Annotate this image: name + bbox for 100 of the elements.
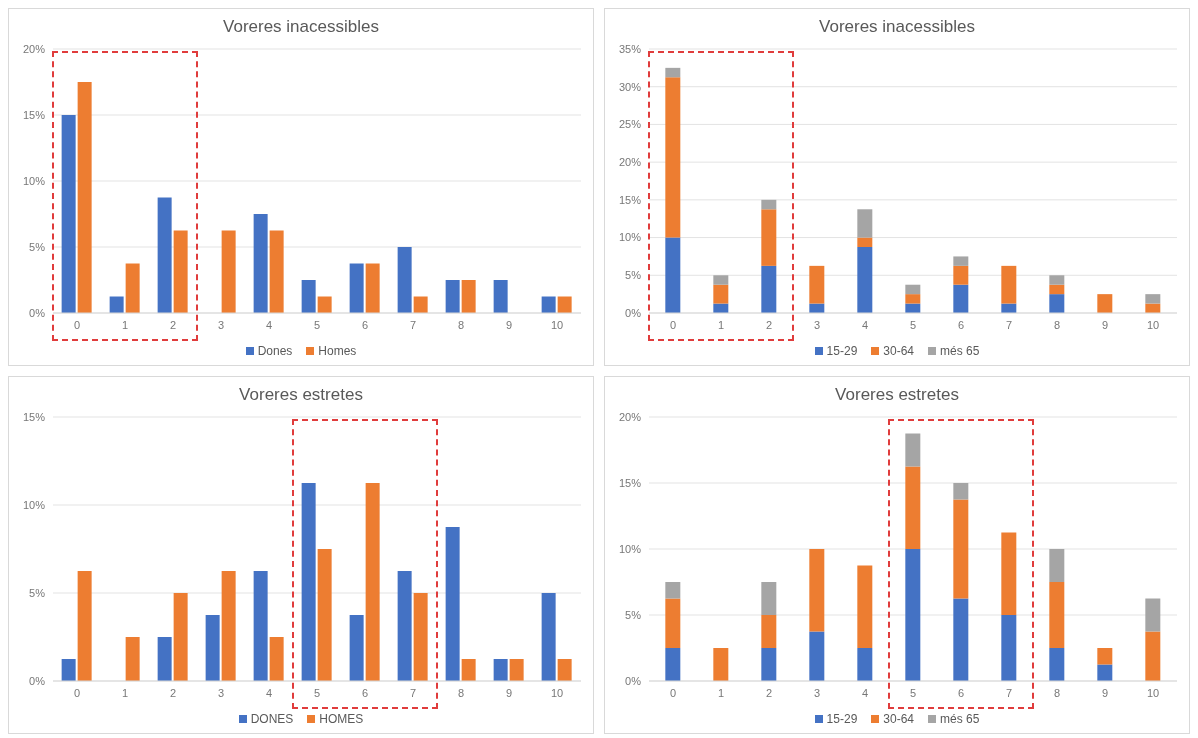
y-tick-label: 20% [22, 42, 46, 55]
bar [905, 466, 921, 549]
x-tick-label: 0 [669, 686, 677, 699]
bar [905, 549, 921, 681]
bar [125, 637, 140, 681]
legend-label: més 65 [939, 344, 980, 358]
y-tick-label: 15% [22, 410, 46, 423]
x-tick-label: 1 [121, 318, 129, 331]
bar [493, 280, 508, 313]
bar [413, 593, 428, 681]
bar [665, 67, 681, 78]
bar [953, 265, 969, 285]
bar [905, 433, 921, 467]
x-tick-label: 3 [813, 318, 821, 331]
legend-label: Homes [317, 344, 357, 358]
x-tick-label: 9 [1101, 686, 1109, 699]
bar [365, 263, 380, 313]
bar [221, 230, 236, 313]
bar [809, 265, 825, 304]
legend-label: 15-29 [825, 344, 858, 358]
bar [461, 280, 476, 313]
y-tick-label: 5% [625, 608, 642, 621]
bar [1001, 615, 1017, 681]
y-tick-label: 30% [618, 80, 642, 93]
y-tick-label: 5% [29, 240, 46, 253]
y-tick-label: 10% [618, 542, 642, 555]
bar [713, 275, 729, 285]
legend-label: més 65 [939, 712, 980, 726]
bar [557, 296, 572, 313]
x-tick-label: 5 [313, 686, 321, 699]
bar [1145, 598, 1161, 632]
bar [857, 565, 873, 648]
bar [1001, 265, 1017, 304]
x-tick-label: 9 [505, 318, 513, 331]
bar [445, 527, 460, 681]
legend-label: 15-29 [825, 712, 858, 726]
legend-label: DONES [249, 712, 294, 726]
bar [857, 237, 873, 247]
bar [953, 284, 969, 313]
x-tick-label: 1 [121, 686, 129, 699]
bar [173, 230, 188, 313]
bar [665, 237, 681, 313]
legend-label: 30-64 [882, 344, 915, 358]
x-tick-label: 0 [73, 318, 81, 331]
bar [1145, 631, 1161, 681]
bar [541, 593, 556, 681]
x-tick-label: 0 [669, 318, 677, 331]
chart-title: Voreres estretes [834, 384, 960, 406]
x-tick-label: 5 [909, 686, 917, 699]
x-tick-label: 2 [169, 318, 177, 331]
x-tick-label: 1 [717, 318, 725, 331]
bar [761, 615, 777, 648]
bar [1145, 294, 1161, 304]
bar [761, 199, 777, 210]
x-tick-label: 7 [1005, 686, 1013, 699]
bar [301, 280, 316, 313]
x-tick-label: 6 [957, 686, 965, 699]
bar [953, 256, 969, 266]
x-tick-label: 3 [813, 686, 821, 699]
bar [905, 294, 921, 304]
y-tick-label: 5% [625, 269, 642, 282]
x-tick-label: 8 [457, 318, 465, 331]
y-tick-label: 15% [618, 193, 642, 206]
y-tick-label: 10% [22, 174, 46, 187]
y-tick-label: 25% [618, 118, 642, 131]
x-tick-label: 5 [909, 318, 917, 331]
bar [397, 247, 412, 313]
bar [905, 284, 921, 295]
x-tick-label: 6 [361, 686, 369, 699]
bar [761, 648, 777, 681]
bar [541, 296, 556, 313]
bar [857, 209, 873, 238]
bar [157, 637, 172, 681]
x-tick-label: 8 [1053, 318, 1061, 331]
bar [761, 582, 777, 615]
bar [349, 263, 364, 313]
bar [269, 637, 284, 681]
bar [509, 659, 524, 681]
bar [301, 483, 316, 681]
x-tick-label: 1 [717, 686, 725, 699]
bar [713, 284, 729, 304]
bar [665, 648, 681, 681]
x-tick-label: 7 [409, 686, 417, 699]
y-tick-label: 20% [618, 410, 642, 423]
x-tick-label: 0 [73, 686, 81, 699]
y-tick-label: 5% [29, 586, 46, 599]
x-tick-label: 8 [457, 686, 465, 699]
bar [1049, 582, 1065, 648]
bar [365, 483, 380, 681]
x-tick-label: 2 [765, 686, 773, 699]
bar [761, 209, 777, 266]
bar [317, 549, 332, 681]
x-tick-label: 4 [265, 318, 273, 331]
y-tick-label: 20% [618, 156, 642, 169]
x-tick-label: 4 [861, 686, 869, 699]
bar [61, 659, 76, 681]
bar [77, 82, 92, 313]
x-tick-label: 9 [505, 686, 513, 699]
bar [1049, 294, 1065, 313]
y-tick-label: 0% [29, 306, 46, 319]
